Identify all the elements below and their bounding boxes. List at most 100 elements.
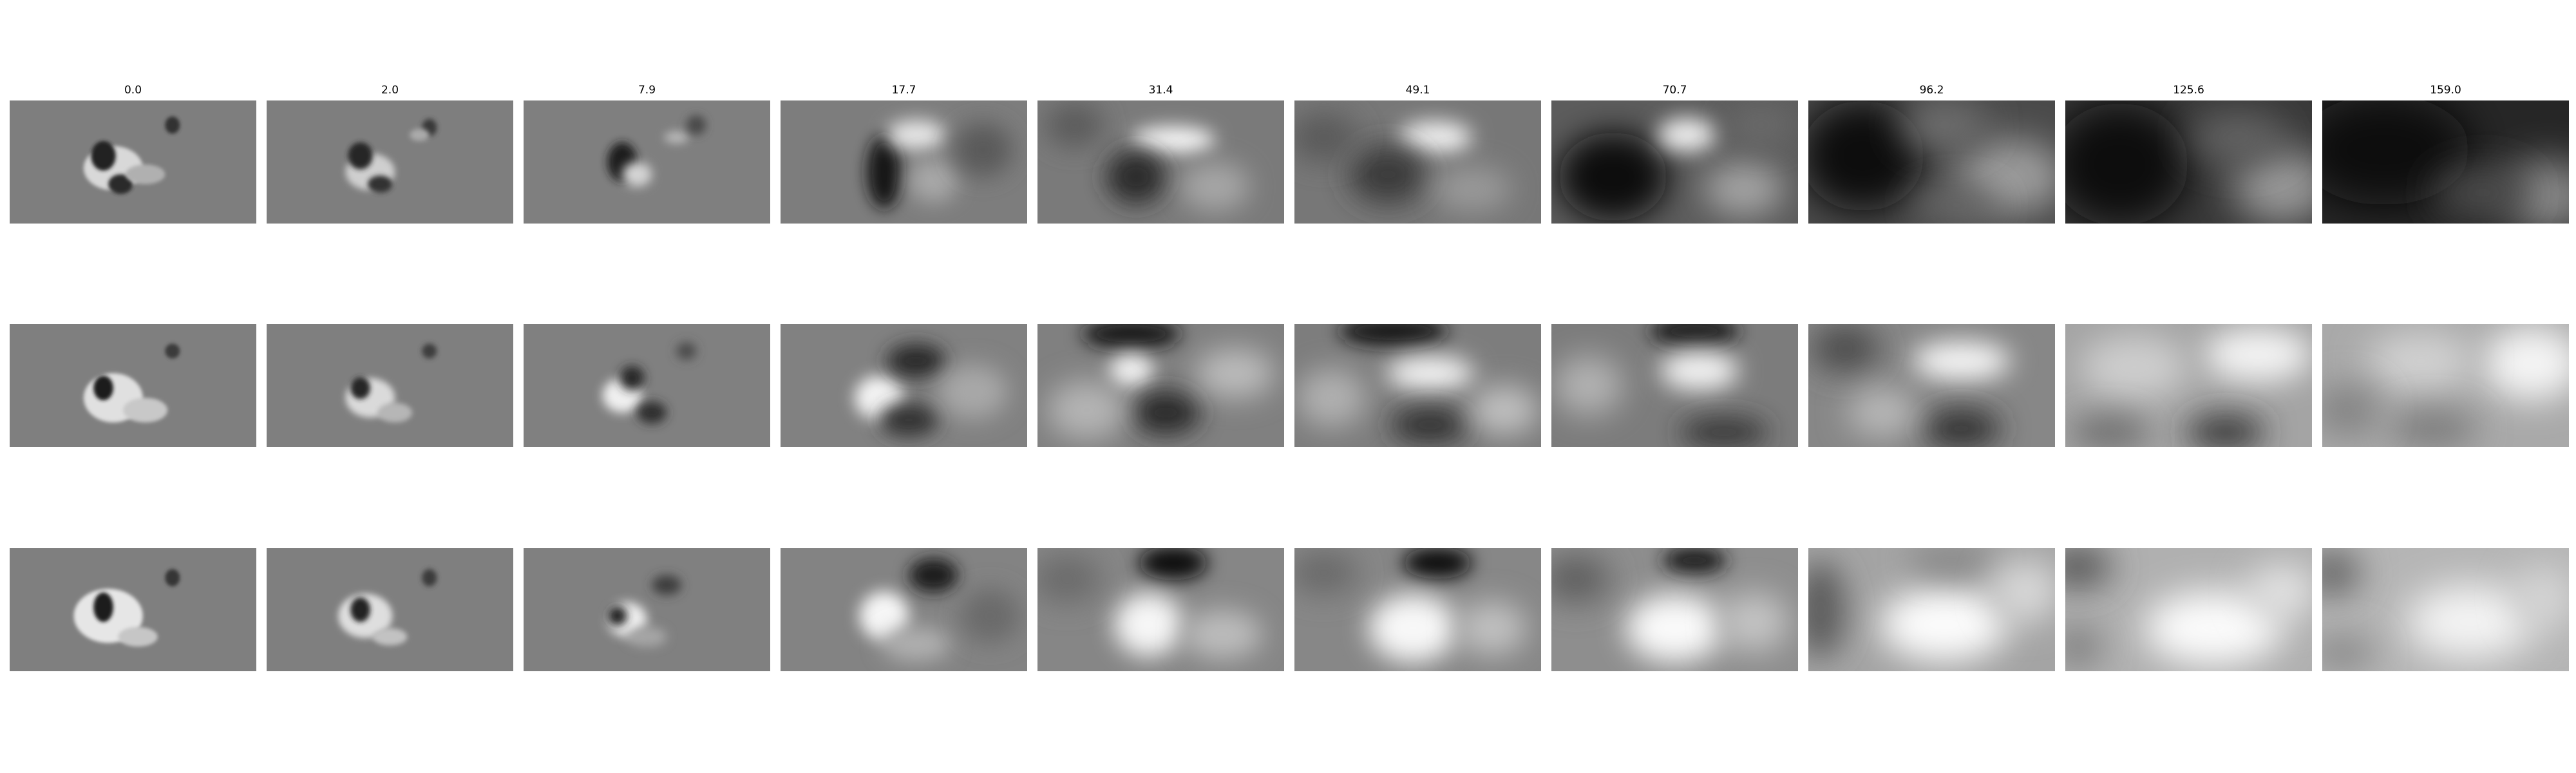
- grayscale-field: [267, 548, 513, 671]
- intensity-blob: [909, 158, 958, 203]
- intensity-blob: [1432, 167, 1512, 211]
- intensity-blob: [1662, 548, 1727, 575]
- intensity-blob: [2203, 327, 2312, 382]
- intensity-blob: [607, 606, 627, 626]
- intensity-blob: [879, 403, 939, 437]
- intensity-blob: [1081, 324, 1181, 349]
- grayscale-field: [781, 100, 1027, 224]
- image-panel-r1-c1: [10, 100, 256, 224]
- intensity-blob: [622, 162, 652, 187]
- intensity-blob: [1457, 601, 1527, 656]
- grayscale-field: [1551, 548, 1798, 671]
- image-panel-r3-c4: [781, 548, 1027, 671]
- intensity-blob: [1808, 560, 1846, 659]
- intensity-blob: [1296, 368, 1367, 428]
- image-panel-r2-c2: [267, 324, 513, 447]
- image-panel-r1-c8: [1808, 100, 2055, 224]
- intensity-blob: [1338, 324, 1448, 347]
- image-panel-r3-c3: [524, 548, 770, 671]
- image-panel-r2-c9: [2065, 324, 2312, 447]
- intensity-blob: [1403, 548, 1472, 579]
- intensity-blob: [627, 627, 667, 647]
- intensity-blob: [2070, 415, 2150, 447]
- intensity-blob: [2433, 168, 2532, 218]
- intensity-blob: [886, 343, 946, 379]
- intensity-blob: [1911, 341, 2011, 381]
- grayscale-field: [10, 100, 256, 224]
- grayscale-field: [1294, 100, 1541, 224]
- image-panel-r1-c7: [1551, 100, 1798, 224]
- intensity-blob: [1911, 186, 2001, 224]
- intensity-blob: [165, 343, 180, 359]
- image-panel-r3-c8: [1808, 548, 2055, 671]
- intensity-blob: [1139, 548, 1208, 580]
- column-label: 96.2: [1919, 84, 1944, 97]
- intensity-blob: [960, 589, 1020, 644]
- intensity-blob: [1680, 417, 1769, 447]
- grayscale-field: [2322, 324, 2569, 447]
- grayscale-field: [2322, 100, 2569, 224]
- grayscale-field: [1294, 548, 1541, 671]
- image-panel-r2-c7: [1551, 324, 1798, 447]
- intensity-blob: [422, 569, 437, 587]
- grayscale-field: [267, 324, 513, 447]
- intensity-blob: [1390, 407, 1470, 443]
- intensity-blob: [165, 116, 180, 134]
- intensity-blob: [2366, 331, 2476, 391]
- intensity-blob: [637, 401, 667, 424]
- intensity-blob: [1704, 162, 1784, 216]
- grayscale-field: [2065, 548, 2312, 671]
- intensity-blob: [1294, 113, 1359, 162]
- intensity-blob: [1553, 356, 1624, 415]
- image-panel-r3-c10: [2322, 548, 2569, 671]
- column-label: 2.0: [381, 84, 399, 97]
- intensity-blob: [1899, 100, 1989, 150]
- image-panel-r2-c8: [1808, 324, 2055, 447]
- grayscale-field: [1808, 100, 2055, 224]
- grayscale-field: [1808, 548, 2055, 671]
- intensity-blob: [2482, 326, 2569, 401]
- image-panel-r1-c2: [267, 100, 513, 224]
- intensity-blob: [1810, 324, 1880, 374]
- intensity-blob: [350, 377, 370, 399]
- image-panel-r1-c4: [781, 100, 1027, 224]
- intensity-blob: [108, 174, 133, 195]
- intensity-blob: [1182, 609, 1262, 659]
- intensity-blob: [165, 569, 180, 587]
- intensity-blob: [118, 627, 158, 647]
- intensity-blob: [126, 164, 166, 184]
- image-panel-r3-c5: [1037, 548, 1284, 671]
- intensity-blob: [1294, 550, 1359, 595]
- grayscale-field: [524, 100, 770, 224]
- image-panel-r1-c3: [524, 100, 770, 224]
- intensity-blob: [93, 592, 113, 622]
- intensity-blob: [1109, 353, 1154, 388]
- intensity-blob: [1385, 356, 1475, 391]
- column-label: 0.0: [124, 84, 142, 97]
- grayscale-field: [1294, 324, 1541, 447]
- intensity-blob: [1106, 149, 1166, 204]
- intensity-blob: [1991, 559, 2055, 624]
- intensity-blob: [2514, 565, 2569, 630]
- column-label: 49.1: [1405, 84, 1430, 97]
- intensity-blob: [1657, 117, 1717, 153]
- intensity-blob: [2065, 102, 2189, 224]
- intensity-blob: [2322, 383, 2382, 437]
- intensity-blob: [1880, 587, 2009, 662]
- intensity-blob: [2322, 100, 2470, 205]
- column-label: 17.7: [891, 84, 916, 97]
- intensity-blob: [1397, 121, 1472, 154]
- image-panel-r2-c10: [2322, 324, 2569, 447]
- intensity-blob: [882, 627, 951, 662]
- intensity-blob: [350, 597, 370, 622]
- image-panel-r2-c4: [781, 324, 1027, 447]
- intensity-blob: [348, 142, 373, 169]
- intensity-blob: [372, 628, 408, 645]
- intensity-blob: [2186, 415, 2266, 447]
- intensity-blob: [1195, 348, 1274, 398]
- column-label: 159.0: [2430, 84, 2461, 97]
- grayscale-field: [781, 548, 1027, 671]
- grayscale-field: [524, 324, 770, 447]
- column-label: 7.9: [638, 84, 656, 97]
- intensity-blob: [1848, 388, 1917, 437]
